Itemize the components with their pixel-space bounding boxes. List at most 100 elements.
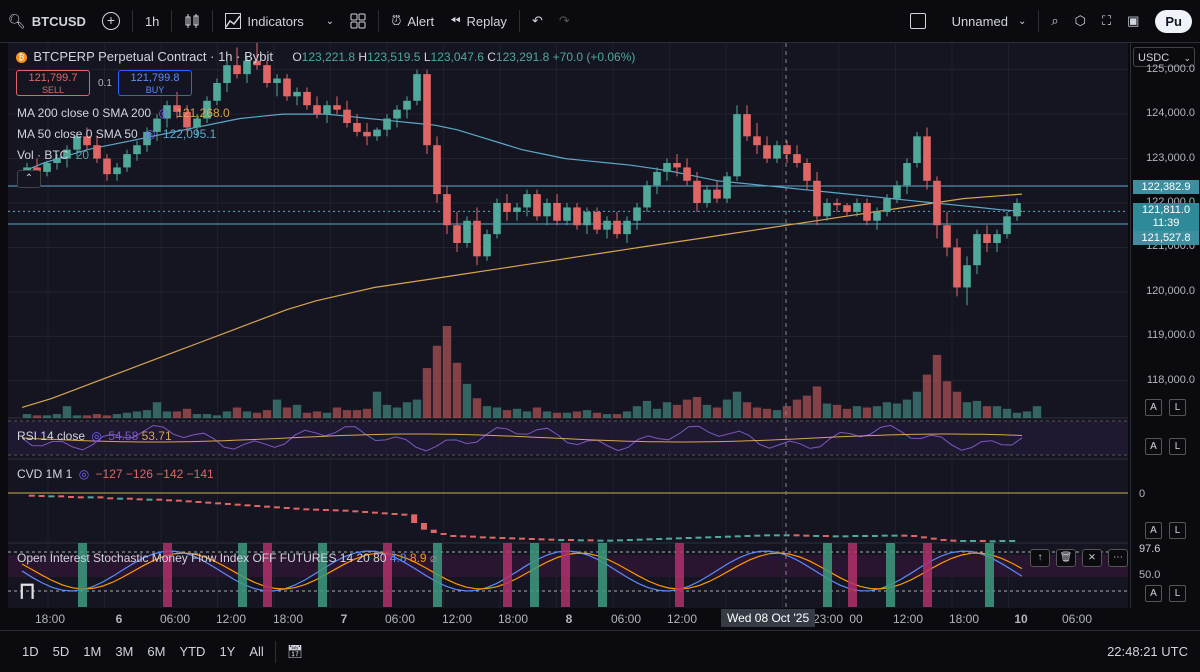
- cvd-legend[interactable]: CVD 1M 1 ◎ −127 −126 −142 −141: [17, 467, 214, 481]
- time-tick-label: 6: [115, 612, 123, 626]
- ma50-legend[interactable]: MA 50 close 0 SMA 50 ◎ 122,095.1: [17, 127, 216, 141]
- price-marker-current: 121,811.0 11:39: [1133, 203, 1199, 234]
- candle-body: [893, 185, 901, 199]
- redo-button[interactable]: ↷: [551, 0, 578, 42]
- cvd-candle: [783, 534, 790, 537]
- currency-selector[interactable]: USDC ⌄: [1133, 47, 1195, 67]
- volume-bar: [152, 402, 162, 418]
- cvd-candle: [97, 496, 104, 499]
- oscillator-legend[interactable]: Open Interest Stochastic Money Flow Inde…: [17, 551, 437, 565]
- range-button-1m[interactable]: 1M: [83, 644, 102, 659]
- rsi-legend[interactable]: RSI 14 close ◎ 54.58 53.71: [17, 429, 172, 443]
- candle-body: [83, 136, 91, 146]
- toolbar-divider: [131, 10, 133, 32]
- price-axis[interactable]: USDC ⌄ 125,000.0 124,000.0 123,000.0 122,00…: [1130, 43, 1200, 608]
- snapshot-button[interactable]: ▣: [1119, 0, 1147, 42]
- date-range-button[interactable]: 📅︎: [280, 644, 311, 660]
- cvd-candle: [999, 540, 1006, 542]
- range-button-1y[interactable]: 1Y: [219, 644, 236, 659]
- range-button-ytd[interactable]: YTD: [179, 644, 206, 659]
- interval-button[interactable]: 1h: [137, 0, 167, 42]
- oscillator-signal-bar: [985, 543, 994, 607]
- layout-checkbox[interactable]: [902, 0, 934, 42]
- indicator-settings-icon[interactable]: ◎: [91, 429, 102, 443]
- cvd-low: −142: [156, 467, 184, 481]
- tradingview-logo[interactable]: ⨅: [20, 581, 35, 601]
- publish-button[interactable]: Pu: [1147, 0, 1200, 42]
- price-marker-upper: 122,382.9: [1133, 180, 1199, 194]
- volume-bar: [142, 410, 152, 418]
- interval-label: 1h: [144, 13, 160, 29]
- range-button-6m[interactable]: 6M: [147, 644, 166, 659]
- symbol-title[interactable]: BTCPERP Perpetual Contract · 1h · Bybit: [33, 49, 273, 64]
- volume-bar: [362, 408, 372, 418]
- log-scale-button[interactable]: L: [1169, 585, 1186, 602]
- range-button-5d[interactable]: 5D: [52, 644, 70, 659]
- oscillator-k-value: 4.8: [389, 551, 407, 565]
- cvd-candle: [675, 537, 682, 540]
- chart-area[interactable]: ₿ BTCPERP Perpetual Contract · 1h · Bybi…: [8, 43, 1128, 608]
- candle-body: [573, 207, 581, 226]
- cvd-candle: [215, 502, 222, 505]
- indicator-settings-icon[interactable]: ◎: [145, 127, 156, 141]
- candle-body: [873, 211, 881, 221]
- undo-button[interactable]: ↶: [524, 0, 551, 42]
- auto-scale-button[interactable]: A: [1145, 522, 1162, 539]
- symbol-search[interactable]: 🔍︎ BTCUSD: [0, 0, 94, 42]
- log-scale-button[interactable]: L: [1169, 438, 1186, 455]
- quick-search-button[interactable]: ⌕: [1043, 0, 1066, 42]
- range-button-all[interactable]: All: [249, 644, 264, 659]
- indicators-button[interactable]: Indicators ⌄: [217, 0, 342, 42]
- cvd-candle: [822, 535, 829, 537]
- time-tick-label: 12:00: [892, 612, 924, 626]
- ma200-line: [21, 193, 1023, 408]
- candle-body: [243, 60, 251, 75]
- indicator-settings-icon[interactable]: ◎: [158, 106, 169, 120]
- volume-legend[interactable]: Vol · BTC 20: [17, 148, 89, 162]
- sell-button[interactable]: 121,799.7 SELL: [16, 70, 90, 96]
- ma200-legend[interactable]: MA 200 close 0 SMA 200 ◎ 121,268.0: [17, 106, 230, 120]
- oscillator-signal-bar: [163, 543, 172, 607]
- auto-scale-button[interactable]: A: [1145, 399, 1162, 416]
- pane-move-up-button[interactable]: ↑: [1030, 549, 1050, 567]
- candle-body: [583, 211, 591, 226]
- chart-type-button[interactable]: [176, 0, 208, 42]
- candle-body: [433, 145, 441, 195]
- redo-icon: ↷: [558, 13, 570, 28]
- settings-button[interactable]: ⬡: [1067, 0, 1094, 42]
- range-button-3m[interactable]: 3M: [115, 644, 134, 659]
- volume-bar: [242, 411, 252, 418]
- layouts-button[interactable]: [342, 0, 374, 42]
- pane-more-button[interactable]: ⋯: [1108, 549, 1128, 567]
- pane-collapse-button[interactable]: ⨯: [1082, 549, 1102, 567]
- replay-button[interactable]: ⏪︎ Replay: [442, 0, 515, 42]
- volume-bar: [312, 411, 322, 418]
- collapse-icon: ⨯: [1087, 552, 1097, 563]
- buy-button[interactable]: 121,799.8 BUY: [118, 70, 192, 96]
- log-scale-button[interactable]: L: [1169, 522, 1186, 539]
- candle-body: [363, 131, 371, 137]
- utc-clock[interactable]: 22:48:21 UTC: [1107, 644, 1188, 659]
- time-axis[interactable]: 18:00 6 06:00 12:00 18:00 7 06:00 12:00 18:00 8 06…: [8, 608, 1128, 630]
- compare-button[interactable]: +: [94, 0, 128, 42]
- indicator-settings-icon[interactable]: ◎: [78, 467, 90, 481]
- chart-canvas[interactable]: [8, 43, 1128, 608]
- cvd-open: −127: [95, 467, 123, 481]
- auto-scale-button[interactable]: A: [1145, 438, 1162, 455]
- arrow-up-icon: ↑: [1037, 552, 1043, 563]
- fullscreen-button[interactable]: ⛶: [1094, 0, 1119, 42]
- cvd-candle: [460, 535, 467, 538]
- range-button-1d[interactable]: 1D: [22, 644, 39, 659]
- cvd-candle: [832, 535, 839, 538]
- cvd-candle: [244, 504, 251, 507]
- log-scale-button[interactable]: L: [1169, 399, 1186, 416]
- ma50-label: MA 50 close 0 SMA 50: [17, 127, 138, 141]
- pane-delete-button[interactable]: 🗑︎: [1056, 549, 1076, 567]
- cvd-candle: [626, 539, 633, 541]
- auto-scale-button[interactable]: A: [1145, 585, 1162, 602]
- alert-button[interactable]: ⏰︎ Alert: [383, 0, 442, 42]
- candle-body: [813, 180, 821, 217]
- eye-icon[interactable]: ⌀: [429, 551, 438, 565]
- layout-name-button[interactable]: Unnamed ⌄: [934, 0, 1035, 42]
- collapse-legend-button[interactable]: ⌃: [17, 170, 41, 188]
